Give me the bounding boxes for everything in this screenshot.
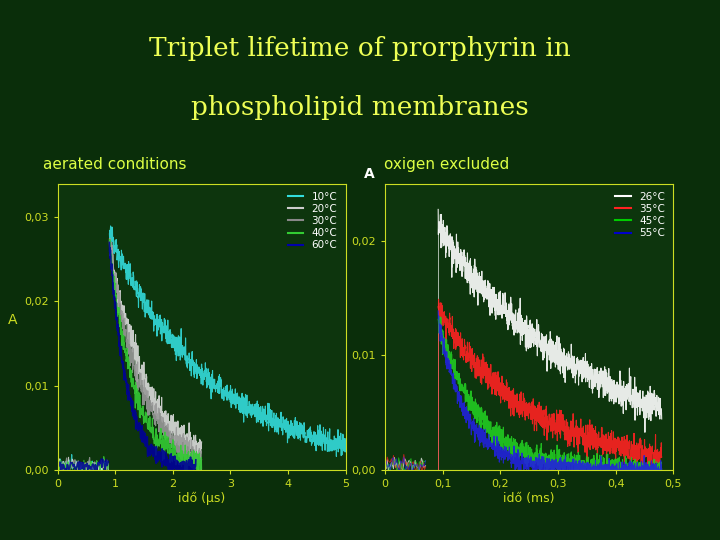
Text: oxigen excluded: oxigen excluded (384, 157, 509, 172)
Legend: 26°C, 35°C, 45°C, 55°C: 26°C, 35°C, 45°C, 55°C (612, 189, 668, 241)
Legend: 10°C, 20°C, 30°C, 40°C, 60°C: 10°C, 20°C, 30°C, 40°C, 60°C (284, 189, 341, 253)
X-axis label: idő (μs): idő (μs) (178, 491, 225, 505)
Text: phospholipid membranes: phospholipid membranes (191, 96, 529, 120)
X-axis label: idő (ms): idő (ms) (503, 491, 555, 504)
Text: Triplet lifetime of prorphyrin in: Triplet lifetime of prorphyrin in (149, 36, 571, 61)
Y-axis label: A: A (8, 313, 17, 327)
Text: A: A (364, 167, 374, 181)
Text: aerated conditions: aerated conditions (43, 157, 187, 172)
